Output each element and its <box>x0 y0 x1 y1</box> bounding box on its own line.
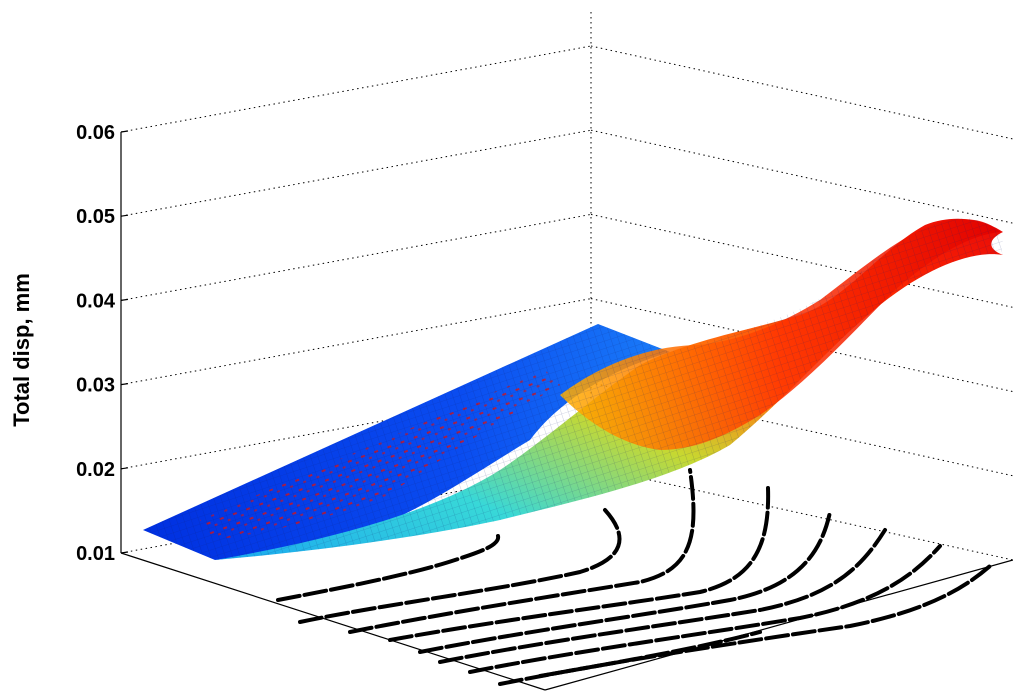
z-tick-mark <box>120 130 129 133</box>
y-axis-line <box>544 559 1013 691</box>
z-tick-label: 0.01 <box>76 543 115 565</box>
z-tick-label: 0.05 <box>76 206 115 228</box>
x-axis-line <box>120 552 546 691</box>
floor-back-right <box>590 466 1013 561</box>
z-gridline-right <box>590 45 1013 140</box>
surface-mesh <box>143 218 1003 560</box>
contour-line <box>418 510 832 654</box>
contour-line <box>538 630 762 678</box>
contour-line <box>468 544 942 674</box>
z-gridline-right <box>590 129 1013 224</box>
z-tick-mark <box>120 214 129 217</box>
displacement-surface <box>143 218 1003 560</box>
z-gridline-left <box>120 45 592 133</box>
box-edges <box>120 12 1013 691</box>
z-gridline-left <box>120 213 592 301</box>
z-gridline-left <box>120 129 592 217</box>
z-tick-mark <box>120 551 129 554</box>
z-axis-label: Total disp, mm <box>9 273 34 427</box>
z-tick-label: 0.03 <box>76 375 115 397</box>
z-gridline-right <box>590 213 1013 308</box>
z-tick-mark <box>120 383 129 386</box>
contour-line <box>438 528 887 664</box>
contour-line <box>348 468 696 634</box>
z-tick-mark <box>120 467 129 470</box>
z-tick-label: 0.02 <box>76 459 115 481</box>
z-tick-label: 0.04 <box>76 290 116 312</box>
contour-line <box>276 534 500 602</box>
contour-line <box>388 486 771 642</box>
floor-contours <box>276 468 992 686</box>
z-gridline-right <box>590 382 1013 477</box>
z-tick-mark <box>120 298 129 301</box>
z-tick-label: 0.06 <box>76 122 115 144</box>
z-tick-marks: 0.01 0.02 0.03 0.04 0.05 0.06 <box>76 122 129 565</box>
contour-line <box>298 508 622 624</box>
